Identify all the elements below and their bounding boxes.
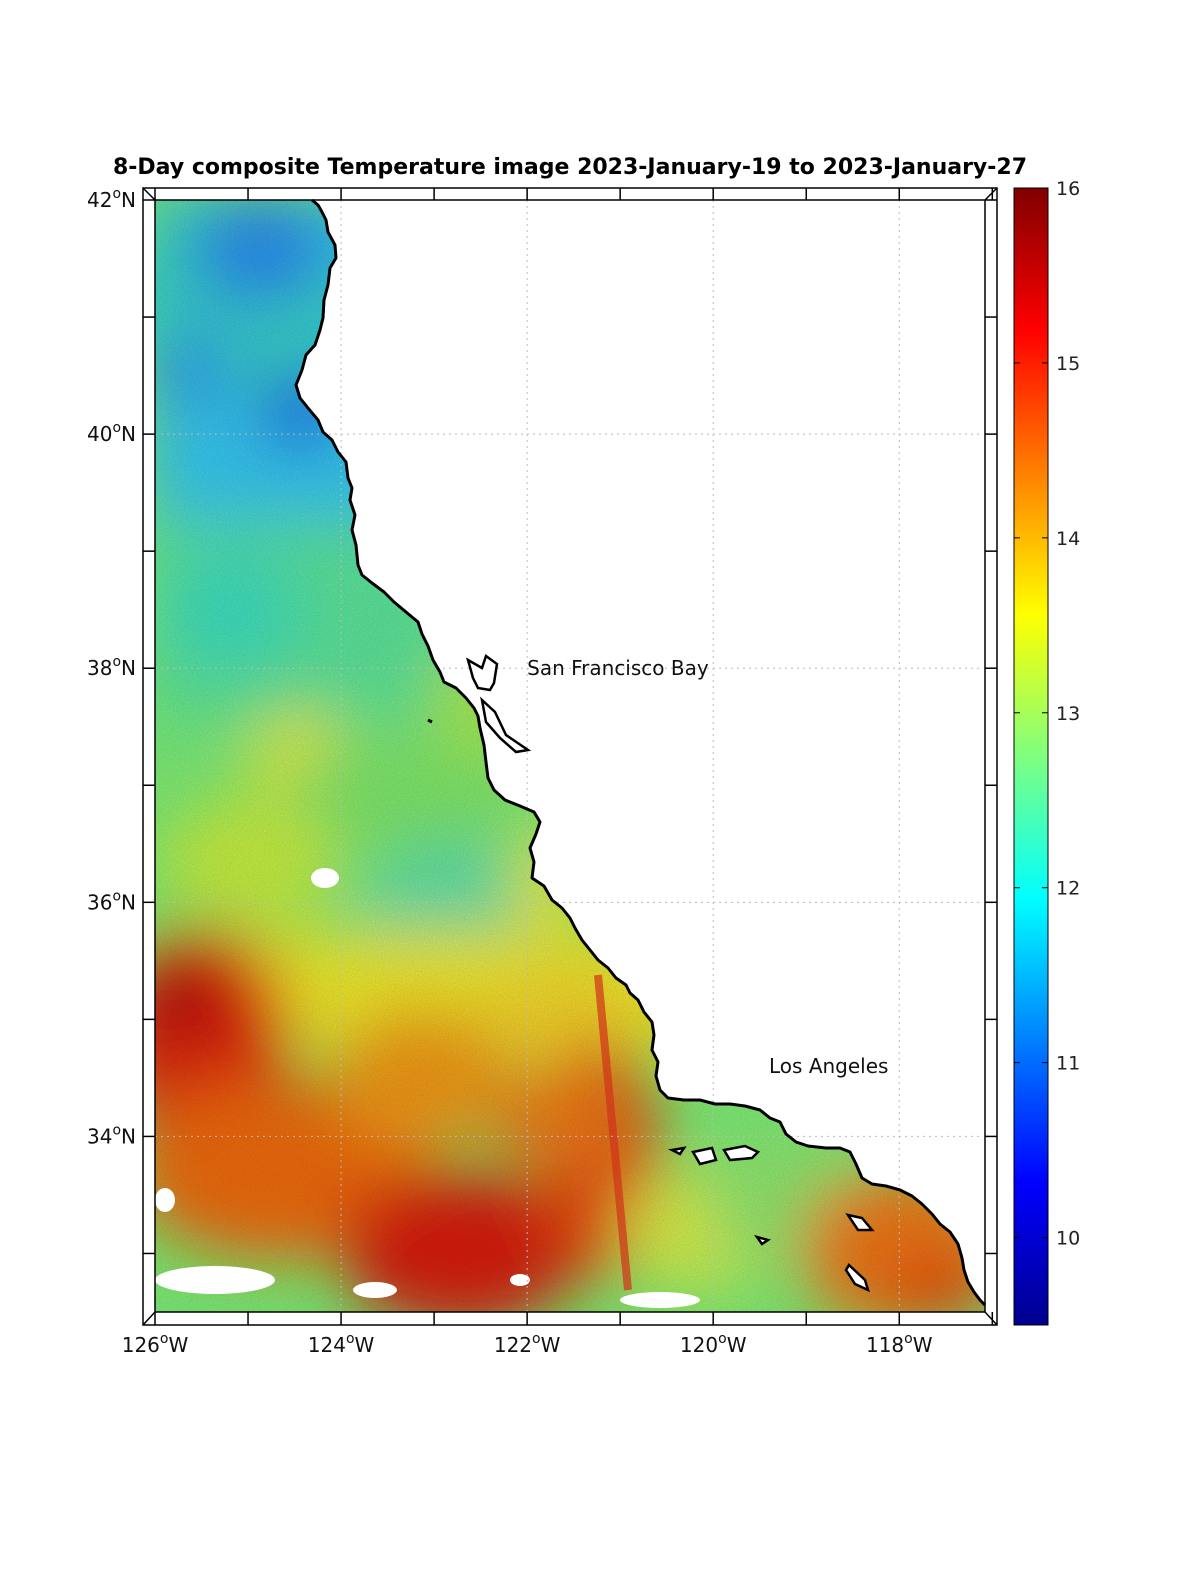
lon-label-deg: 124 — [308, 1333, 346, 1357]
lon-label: 118oW — [866, 1331, 933, 1357]
place-labels: San Francisco Bay Los Angeles — [527, 656, 888, 1078]
place-label: Los Angeles — [769, 1054, 888, 1078]
place-label: San Francisco Bay — [527, 656, 709, 680]
lat-label-deg: 38 — [87, 656, 112, 680]
lon-label-deg: 120 — [680, 1333, 718, 1357]
degree-symbol: o — [346, 1331, 355, 1347]
lat-label-deg: 34 — [87, 1124, 112, 1148]
map-title: 8-Day composite Temperature image 2023-J… — [112, 155, 1028, 180]
lat-label-unit: N — [121, 656, 136, 680]
sf-bay-north — [465, 653, 499, 692]
lat-label: 34oN — [87, 1122, 136, 1148]
islands — [465, 653, 875, 1293]
lat-label: 36oN — [87, 888, 136, 914]
lon-label-deg: 118 — [866, 1333, 904, 1357]
lat-label-deg: 40 — [87, 422, 112, 446]
colorbar-tick-label: 13 — [1056, 703, 1080, 725]
farallon-islands — [427, 718, 433, 724]
colorbar-tick-label: 16 — [1056, 178, 1080, 200]
lon-label: 120oW — [680, 1331, 747, 1357]
lon-label: 126oW — [122, 1331, 189, 1357]
colorbar-tick-label: 14 — [1056, 528, 1080, 550]
lon-label: 122oW — [494, 1331, 561, 1357]
lat-label: 40oN — [87, 420, 136, 446]
lat-label: 38oN — [87, 654, 136, 680]
lat-label: 42oN — [87, 186, 136, 212]
degree-symbol: o — [160, 1331, 169, 1347]
colorbar-tick-label: 12 — [1056, 878, 1080, 900]
lat-label-unit: N — [121, 422, 136, 446]
lon-label-unit: W — [727, 1333, 747, 1357]
island — [845, 1213, 875, 1232]
colorbar-ticks: 10 11 12 13 14 15 16 — [1014, 178, 1080, 1250]
island — [844, 1263, 870, 1293]
degree-symbol: o — [112, 1122, 121, 1138]
lat-label-deg: 36 — [87, 890, 112, 914]
island — [722, 1144, 761, 1162]
degree-symbol: o — [112, 654, 121, 670]
lon-label-unit: W — [355, 1333, 375, 1357]
colorbar-gradient — [1013, 187, 1049, 1326]
longitude-labels: 126oW 124oW 122oW 120oW 118oW — [122, 1331, 933, 1357]
lat-label-unit: N — [121, 188, 136, 212]
lon-label: 124oW — [308, 1331, 375, 1357]
frame-ticks — [143, 188, 997, 1325]
map-frame — [142, 187, 998, 1326]
coastline — [294, 198, 987, 1307]
lon-label-deg: 122 — [494, 1333, 532, 1357]
degree-symbol: o — [718, 1331, 727, 1347]
sf-bay-south — [480, 696, 532, 754]
colorbar-tick-label: 15 — [1056, 353, 1080, 375]
lon-label-unit: W — [913, 1333, 933, 1357]
lat-label-unit: N — [121, 890, 136, 914]
island — [753, 1234, 771, 1246]
degree-symbol: o — [112, 186, 121, 202]
degree-symbol: o — [112, 888, 121, 904]
lon-label-deg: 126 — [122, 1333, 160, 1357]
lon-label-unit: W — [168, 1333, 188, 1357]
degree-symbol: o — [532, 1331, 541, 1347]
degree-symbol: o — [904, 1331, 913, 1347]
degree-symbol: o — [112, 420, 121, 436]
lon-label-unit: W — [541, 1333, 561, 1357]
lat-label-unit: N — [121, 1124, 136, 1148]
colorbar-tick-label: 11 — [1056, 1053, 1080, 1075]
colorbar-tick-label: 10 — [1056, 1228, 1080, 1250]
lat-label-deg: 42 — [87, 188, 112, 212]
island — [691, 1146, 718, 1166]
island — [668, 1146, 687, 1156]
colorbar: 10 11 12 13 14 15 16 — [1013, 178, 1080, 1326]
